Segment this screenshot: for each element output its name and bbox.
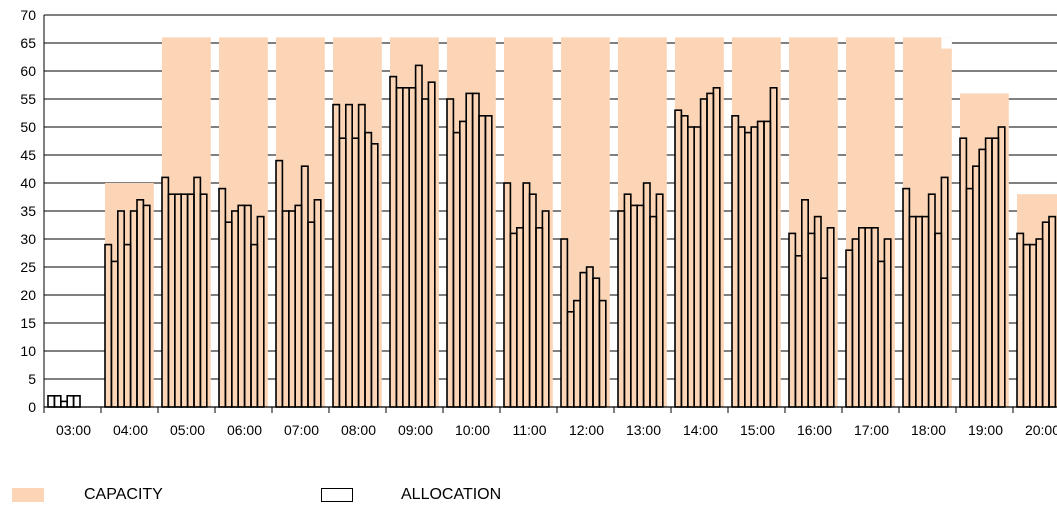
x-tick-label: 15:00 <box>740 422 775 438</box>
x-tick-label: 04:00 <box>113 422 148 438</box>
x-tick-label: 13:00 <box>626 422 661 438</box>
capacity-bar <box>504 37 553 408</box>
y-tick-label: 0 <box>28 399 36 415</box>
y-tick-label: 70 <box>20 7 36 23</box>
allocation-bar <box>59 400 68 408</box>
y-tick-label: 45 <box>20 147 36 163</box>
x-tick-label: 03:00 <box>56 422 91 438</box>
legend-label-allocation: ALLOCATION <box>401 486 502 503</box>
y-tick-label: 15 <box>20 315 36 331</box>
capacity-bar <box>105 183 154 407</box>
allocation-bar <box>72 394 81 408</box>
x-tick-label: 11:00 <box>513 422 547 438</box>
y-tick-label: 50 <box>20 119 36 135</box>
x-tick-label: 10:00 <box>455 422 490 438</box>
y-tick-label: 35 <box>20 203 36 219</box>
y-tick-label: 55 <box>20 91 36 107</box>
y-tick-label: 65 <box>20 35 36 51</box>
y-tick-label: 60 <box>20 63 36 79</box>
x-tick-label: 05:00 <box>170 422 205 438</box>
capacity-bar <box>561 37 610 408</box>
capacity-step <box>941 37 952 49</box>
capacity-bar <box>960 93 1009 408</box>
y-tick-label: 10 <box>20 343 36 359</box>
legend-swatch-allocation <box>321 488 353 502</box>
y-tick-label: 20 <box>20 287 36 303</box>
capacity-bar <box>333 37 382 408</box>
x-tick-label: 07:00 <box>284 422 319 438</box>
y-tick-label: 5 <box>28 371 36 387</box>
capacity-bar <box>732 37 781 408</box>
allocation-bar <box>47 394 56 408</box>
capacity-bar <box>276 37 325 408</box>
allocation-bar <box>66 394 75 408</box>
x-tick-label: 16:00 <box>797 422 832 438</box>
capacity-bar <box>789 37 838 408</box>
x-tick-label: 09:00 <box>398 422 433 438</box>
capacity-bar <box>162 37 211 408</box>
y-tick-label: 30 <box>20 231 36 247</box>
x-tick-label: 08:00 <box>341 422 376 438</box>
capacity-bar <box>903 37 952 408</box>
capacity-bar <box>447 37 496 408</box>
legend-swatch-capacity <box>12 488 44 502</box>
allocation-bar <box>53 394 62 408</box>
x-tick-label: 18:00 <box>911 422 946 438</box>
x-tick-label: 20:00 <box>1025 422 1057 438</box>
allocation-capacity-chart: 0 5 10 15 20 25 30 35 40 45 50 55 60 65 70 03:00 04:00 05… <box>20 7 1057 438</box>
legend-item-allocation: ALLOCATION <box>321 484 501 506</box>
legend-label-capacity: CAPACITY <box>84 486 163 503</box>
x-tick-label: 17:00 <box>854 422 889 438</box>
y-tick-label: 25 <box>20 259 36 275</box>
x-tick-label: 12:00 <box>569 422 604 438</box>
capacity-bar <box>618 37 667 408</box>
x-tick-label: 19:00 <box>968 422 1003 438</box>
x-tick-label: 06:00 <box>227 422 262 438</box>
capacity-bar <box>390 37 439 408</box>
capacity-bar <box>846 37 895 408</box>
y-tick-label: 40 <box>20 175 36 191</box>
x-tick-label: 14:00 <box>683 422 718 438</box>
capacity-bar <box>675 37 724 408</box>
legend-item-capacity: CAPACITY <box>12 484 163 506</box>
